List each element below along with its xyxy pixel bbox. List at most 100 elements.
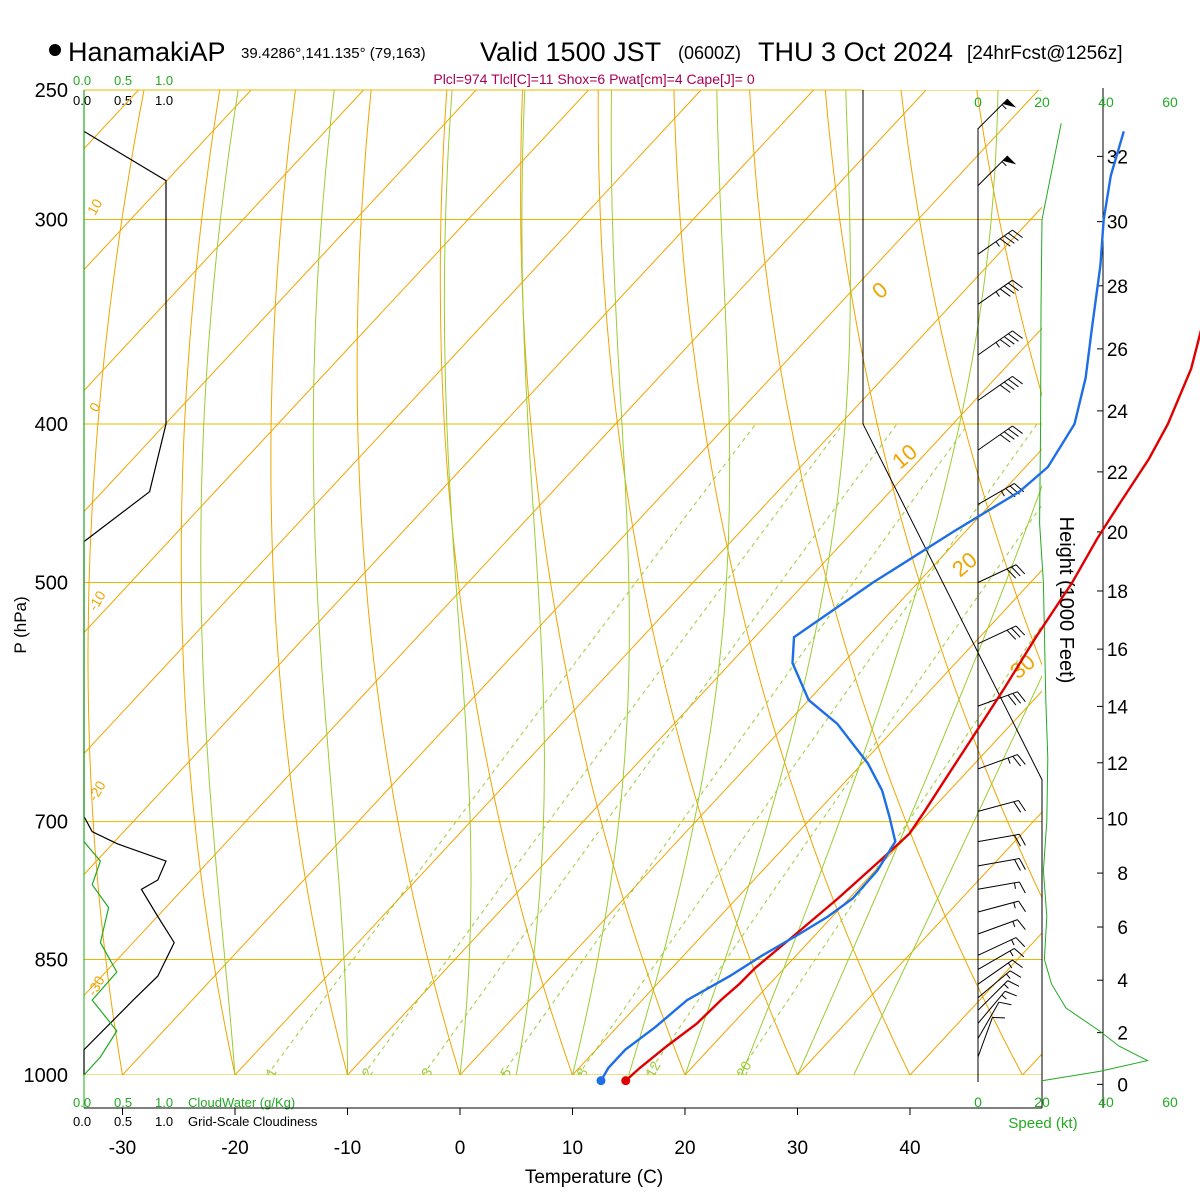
valid-date: THU 3 Oct 2024 [758, 37, 953, 67]
height-tick-label: 4 [1117, 971, 1128, 992]
wind-barb-flag [1018, 858, 1026, 870]
cloudiness-profile [83, 130, 175, 1075]
wind-barb-half-flag [1003, 983, 1009, 989]
isotherm-line [797, 811, 1042, 1075]
wind-barb-flag [1015, 625, 1026, 636]
wind-barb-flag [999, 339, 1011, 348]
isotherm-line [122, 90, 1039, 1075]
isotherm-line [84, 90, 814, 876]
dry-adiabat-line [824, 90, 1042, 899]
wind-barb [977, 155, 1017, 186]
moist-adiabat-line [443, 90, 472, 1075]
valid-utc: (0600Z) [678, 43, 741, 63]
height-tick-label: 10 [1107, 809, 1128, 830]
wind-barb-flag [1006, 568, 1017, 579]
height-tick-label: 20 [1107, 523, 1128, 544]
wind-barb-staff [977, 937, 1017, 956]
mixing-ratio-line [577, 423, 1038, 1075]
dry-adiabat-line [597, 90, 798, 1075]
wind-barb [977, 229, 1023, 255]
mixing-ratio-label: 1 [262, 1065, 280, 1080]
wind-barb-flag [1012, 693, 1022, 704]
wind-barb-staff [977, 1001, 1000, 1039]
wind-barb-staff [977, 1017, 993, 1058]
wind-barb-half-flag [1001, 994, 1007, 1000]
wind-speed-tick-top: 0 [974, 94, 982, 110]
mixing-ratio-line [737, 624, 1042, 1075]
mixing-ratio-line [266, 423, 757, 1075]
wind-barb-half-flag [995, 342, 1000, 348]
wind-speed-tick-top: 60 [1162, 94, 1178, 110]
wind-barb-half-flag [1007, 757, 1011, 764]
wind-barb-half-flag [1013, 902, 1016, 909]
wind-barb-flag [1012, 375, 1023, 385]
top-cloudwater-tick: 0.0 [73, 73, 91, 88]
dry-adiabat-line [180, 90, 236, 1075]
isotherm-line [572, 569, 1042, 1075]
isotherm-line [84, 90, 589, 634]
wind-barb-half-flag [1000, 490, 1005, 497]
x-axis-label: Temperature (C) [525, 1167, 663, 1188]
dry-adiabat-line [520, 90, 686, 1075]
wind-barb-staff [977, 279, 1013, 305]
dry-adiabat-line [673, 90, 911, 1075]
cloud-profiles [83, 90, 175, 1076]
dewpoint-surface-point [596, 1076, 606, 1086]
pressure-tick-label: 1000 [24, 1065, 69, 1087]
wind-barb [977, 279, 1023, 305]
wind-barb [977, 881, 1026, 894]
wind-barb-flag [1017, 754, 1026, 765]
wind-barb [977, 948, 1025, 970]
top-cloudiness-tick: 0.5 [114, 93, 132, 108]
wind-barb-flag [1008, 428, 1019, 437]
top-cloudiness-tick: 1.0 [155, 93, 173, 108]
wind-speed-label: Speed (kt) [1008, 1115, 1077, 1132]
wind-speed-tick-bottom: 20 [1034, 1094, 1050, 1110]
wind-barb [977, 564, 1026, 583]
wind-barb-staff [977, 970, 1011, 999]
dry-adiabat-line [356, 90, 461, 1075]
wind-barb-staff [977, 754, 1018, 770]
wind-barb-flag [999, 384, 1011, 393]
height-tick-label: 8 [1117, 864, 1128, 885]
bottom-cloudiness-tick: 0.5 [114, 1114, 132, 1129]
pressure-tick-label: 300 [35, 210, 68, 232]
wind-barb-flag [1012, 229, 1023, 239]
wind-barb [977, 937, 1026, 956]
moist-adiabat-line [797, 484, 1042, 1075]
temperature-line [624, 329, 1200, 1082]
isotherm-line [459, 448, 1042, 1075]
wind-barb [977, 970, 1022, 999]
wind-barb-staff [977, 980, 1009, 1011]
wind-barb-flag [1007, 980, 1020, 987]
wind-barb-flag [1012, 959, 1023, 969]
wind-barb [977, 990, 1017, 1024]
x-tick-label: 10 [562, 1138, 583, 1159]
mixing-ratio-line [646, 504, 1042, 1075]
wind-barb [977, 900, 1026, 913]
wind-barb-flag [1013, 801, 1022, 813]
mixing-ratio-label: 2 [358, 1065, 376, 1080]
isotherm-line [84, 90, 927, 997]
wind-barb-staff [977, 948, 1015, 970]
wind-barb [977, 1001, 1012, 1039]
isotherm-line [1135, 90, 1200, 1075]
wind-barb-half-flag [995, 291, 1000, 297]
pressure-tick-label: 500 [35, 573, 68, 595]
wind-barb-flag [1003, 336, 1015, 345]
moist-adiabat-line [740, 90, 999, 1075]
wind-barb-flag [1009, 970, 1022, 978]
wind-barb-flag [1017, 919, 1026, 930]
wind-barb-flag [1015, 937, 1026, 948]
wind-barb-staff [977, 900, 1019, 913]
temperature-surface-point [621, 1076, 631, 1086]
isotherm-line [84, 90, 252, 271]
wind-barb [977, 799, 1026, 813]
dry-adiabat-line [270, 90, 348, 1075]
wind-barb-flag [1006, 629, 1017, 640]
wind-speed-tick-bottom: 0 [974, 1094, 982, 1110]
wind-barb [977, 625, 1026, 645]
wind-barb-staff [977, 330, 1013, 356]
